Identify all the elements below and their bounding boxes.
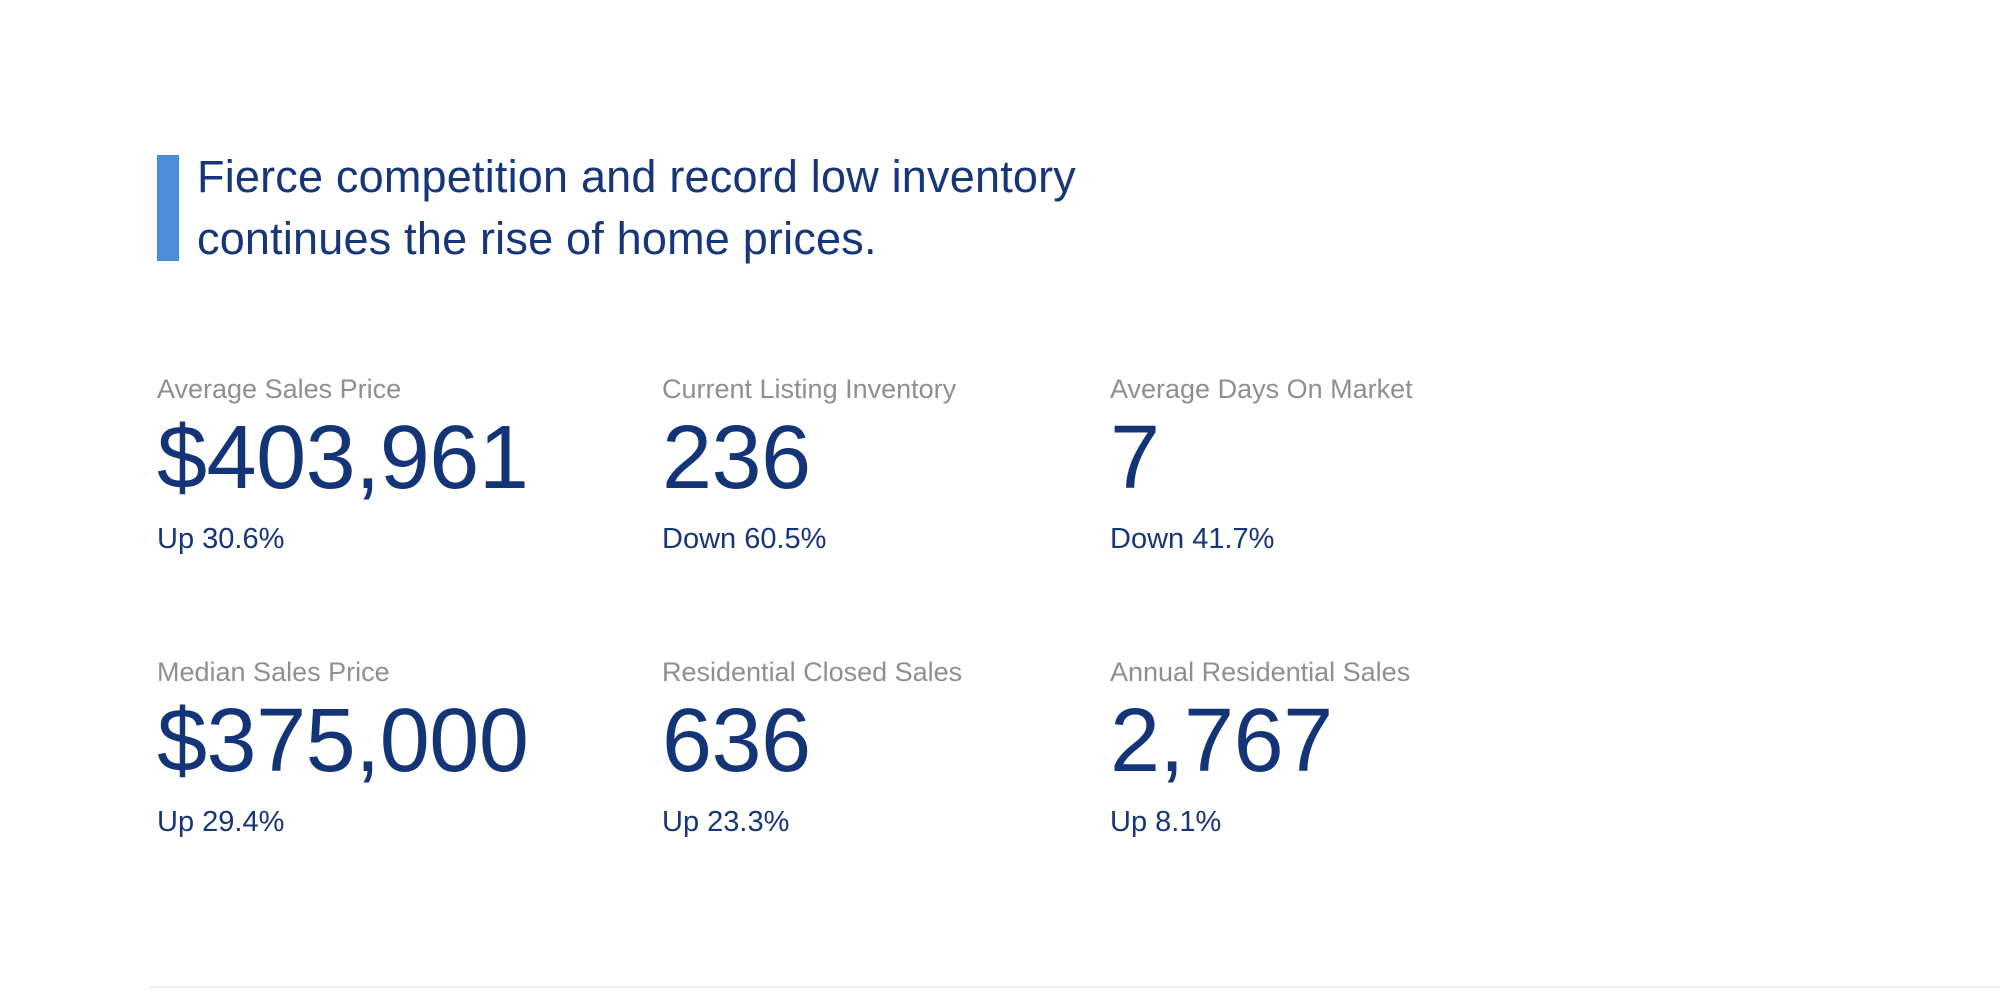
headline-section: Fierce competition and record low invent… xyxy=(157,146,2000,270)
stat-residential-closed-sales: Residential Closed Sales 636 Up 23.3% xyxy=(662,656,1110,839)
page-title-line-2: continues the rise of home prices. xyxy=(197,213,877,264)
stat-label: Average Days On Market xyxy=(1110,374,1413,404)
stat-value: $403,961 xyxy=(157,408,529,508)
stat-label: Median Sales Price xyxy=(157,657,390,687)
stat-change: Down 60.5% xyxy=(662,523,827,555)
stat-change: Up 30.6% xyxy=(157,523,285,555)
stat-value: 236 xyxy=(662,408,811,508)
stat-change: Up 29.4% xyxy=(157,806,285,838)
stat-label: Annual Residential Sales xyxy=(1110,657,1411,687)
stats-grid: Average Sales Price $403,961 Up 30.6% Cu… xyxy=(157,373,2000,839)
stat-label: Residential Closed Sales xyxy=(662,657,963,687)
stat-average-sales-price: Average Sales Price $403,961 Up 30.6% xyxy=(157,373,662,556)
page-title: Fierce competition and record low invent… xyxy=(197,146,1076,270)
bottom-divider xyxy=(150,986,2000,988)
stat-label: Current Listing Inventory xyxy=(662,374,957,404)
stat-change: Up 8.1% xyxy=(1110,806,1222,838)
stat-label: Average Sales Price xyxy=(157,374,402,404)
stat-value: 7 xyxy=(1110,408,1160,508)
stat-median-sales-price: Median Sales Price $375,000 Up 29.4% xyxy=(157,656,662,839)
stat-change: Down 41.7% xyxy=(1110,523,1275,555)
stat-average-days-on-market: Average Days On Market 7 Down 41.7% xyxy=(1110,373,2000,556)
stat-change: Up 23.3% xyxy=(662,806,790,838)
page-title-line-1: Fierce competition and record low invent… xyxy=(197,151,1077,202)
stat-value: 636 xyxy=(662,691,811,791)
stat-current-listing-inventory: Current Listing Inventory 236 Down 60.5% xyxy=(662,373,1110,556)
stat-annual-residential-sales: Annual Residential Sales 2,767 Up 8.1% xyxy=(1110,656,2000,839)
stat-value: $375,000 xyxy=(157,691,529,791)
stat-value: 2,767 xyxy=(1110,691,1333,791)
accent-bar xyxy=(157,155,179,261)
